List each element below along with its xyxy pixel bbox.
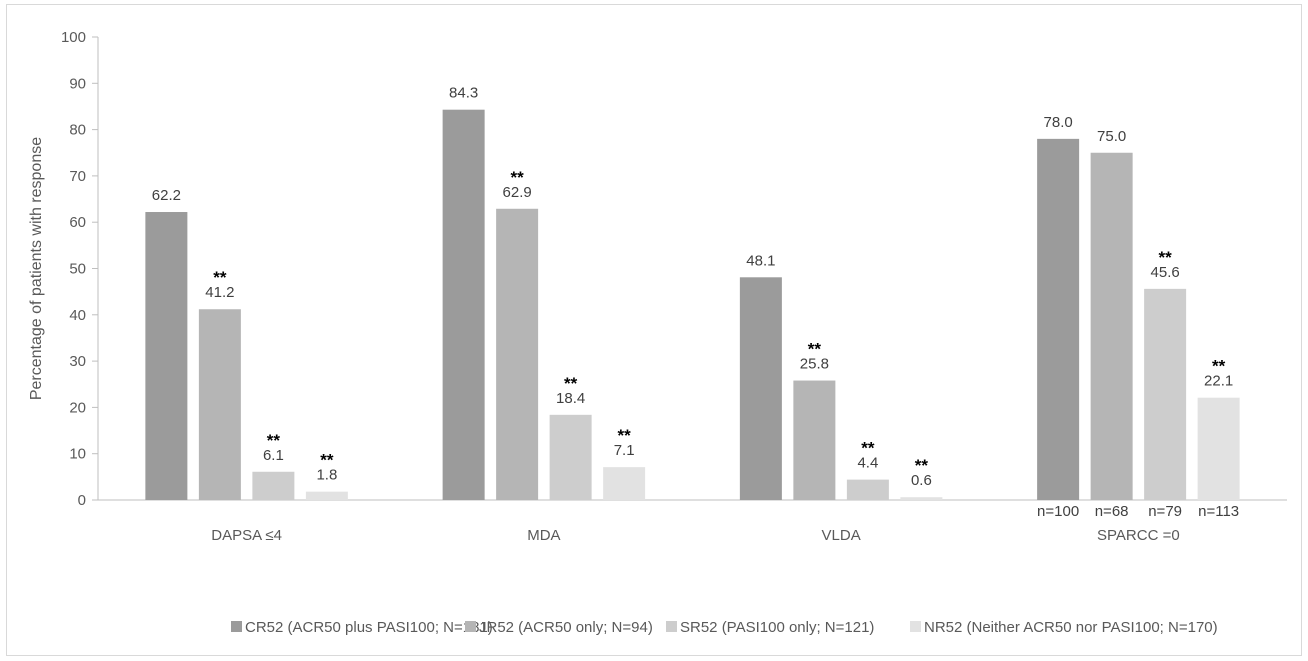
- bar: [603, 467, 646, 500]
- bar: [1037, 138, 1080, 501]
- data-label: 45.6: [1151, 264, 1180, 281]
- bar: [549, 414, 592, 500]
- significance-marker: **: [861, 439, 875, 458]
- legend-label: NR52 (Neither ACR50 nor PASI100; N=170): [924, 619, 1218, 636]
- data-label: 62.2: [152, 187, 181, 204]
- significance-marker: **: [1212, 357, 1226, 376]
- bar: [1144, 288, 1187, 500]
- bar: [739, 277, 782, 500]
- data-label: 62.9: [503, 184, 532, 201]
- significance-marker: **: [564, 374, 578, 393]
- x-tick-label: SPARCC =0: [1097, 527, 1180, 544]
- legend-swatch: [910, 621, 921, 632]
- y-tick-label: 50: [69, 261, 86, 278]
- data-label: 22.1: [1204, 373, 1233, 390]
- legend-label: JR52 (ACR50 only; N=94): [479, 619, 653, 636]
- bar: [900, 497, 943, 500]
- significance-marker: **: [320, 451, 334, 470]
- sample-size-label: n=68: [1095, 503, 1129, 520]
- y-tick-label: 80: [69, 122, 86, 139]
- y-tick-label: 90: [69, 75, 86, 92]
- bar: [442, 109, 485, 500]
- bar: [1197, 397, 1240, 500]
- bar: [793, 380, 836, 500]
- significance-marker: **: [915, 456, 929, 475]
- y-tick-label: 40: [69, 307, 86, 324]
- bar: [145, 212, 188, 500]
- data-label: 48.1: [746, 252, 775, 269]
- bar: [252, 471, 295, 500]
- significance-marker: **: [808, 340, 822, 359]
- x-tick-label: DAPSA ≤4: [211, 527, 282, 544]
- legend-label: CR52 (ACR50 plus PASI100; N=181): [245, 619, 493, 636]
- significance-marker: **: [618, 426, 632, 445]
- legend-label: SR52 (PASI100 only; N=121): [680, 619, 874, 636]
- data-label: 75.0: [1097, 128, 1126, 145]
- x-tick-label: MDA: [527, 527, 560, 544]
- data-label: 84.3: [449, 85, 478, 102]
- data-label: 78.0: [1044, 114, 1073, 131]
- y-tick-label: 10: [69, 446, 86, 463]
- sample-size-label: n=79: [1148, 503, 1182, 520]
- significance-marker: **: [1159, 248, 1173, 267]
- data-label: 7.1: [614, 442, 635, 459]
- significance-marker: **: [267, 431, 281, 450]
- y-tick-label: 20: [69, 399, 86, 416]
- significance-marker: **: [511, 168, 525, 187]
- bar: [1090, 152, 1133, 500]
- bar: [305, 491, 348, 500]
- sample-size-label: n=100: [1037, 503, 1079, 520]
- y-tick-label: 30: [69, 353, 86, 370]
- data-label: 1.8: [316, 467, 337, 484]
- data-label: 6.1: [263, 447, 284, 464]
- bar: [496, 208, 539, 500]
- data-label: 18.4: [556, 390, 585, 407]
- y-tick-label: 60: [69, 214, 86, 231]
- y-axis-title: Percentage of patients with response: [28, 137, 45, 400]
- data-label: 0.6: [911, 472, 932, 489]
- legend-swatch: [231, 621, 242, 632]
- chart-frame: [6, 4, 1302, 656]
- legend-swatch: [666, 621, 677, 632]
- bar: [846, 479, 889, 500]
- y-tick-label: 70: [69, 168, 86, 185]
- data-label: 25.8: [800, 356, 829, 373]
- data-label: 41.2: [205, 284, 234, 301]
- x-tick-label: VLDA: [822, 527, 861, 544]
- bar: [198, 309, 241, 500]
- y-tick-label: 100: [61, 29, 86, 46]
- sample-size-label: n=113: [1198, 503, 1239, 520]
- data-label: 4.4: [857, 455, 878, 472]
- significance-marker: **: [213, 268, 227, 287]
- y-tick-label: 0: [78, 492, 86, 509]
- legend-swatch: [465, 621, 476, 632]
